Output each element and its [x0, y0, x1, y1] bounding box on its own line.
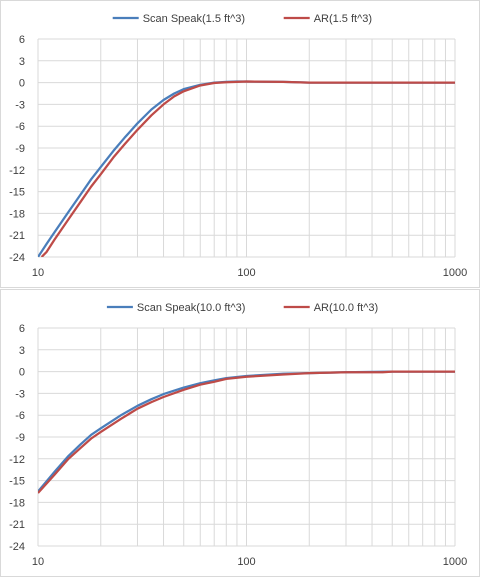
- y-tick-label: -12: [9, 165, 25, 177]
- y-tick-label: -9: [15, 143, 25, 155]
- legend-label: AR(1.5 ft^3): [314, 13, 372, 25]
- y-tick-label: -18: [9, 497, 25, 509]
- y-tick-label: 0: [19, 367, 25, 379]
- y-tick-label: -24: [9, 541, 25, 553]
- series-line-2: [38, 370, 455, 494]
- series-line-2: [40, 80, 455, 257]
- y-tick-label: -12: [9, 454, 25, 466]
- x-tick-label: 1000: [443, 267, 467, 279]
- y-tick-label: -24: [9, 252, 25, 264]
- y-tick-label: -15: [9, 187, 25, 199]
- chart-panel-bottom: 6 3 0 -3 -6 -9 -12 -15 -18 -21 -24 10 100 1000 Scan Sp…: [0, 289, 480, 577]
- x-tick-label: 10: [32, 556, 44, 568]
- legend: Scan Speak(10.0 ft^3) AR(10.0 ft^3): [106, 302, 378, 314]
- y-tick-label: 3: [19, 56, 25, 68]
- legend-label: AR(10.0 ft^3): [314, 302, 378, 314]
- legend-label: Scan Speak(1.5 ft^3): [143, 13, 245, 25]
- legend: Scan Speak(1.5 ft^3) AR(1.5 ft^3): [112, 13, 372, 25]
- gridlines: [37, 327, 456, 547]
- chart-top: 6 3 0 -3 -6 -9 -12 -15 -18 -21 -24 10 100 1000 Scan Sp…: [9, 13, 467, 279]
- chart-panel-top: 6 3 0 -3 -6 -9 -12 -15 -18 -21 -24 10 100 1000 Scan Sp…: [0, 0, 480, 288]
- x-tick-label: 10: [32, 267, 44, 279]
- y-tick-label: -3: [15, 99, 25, 111]
- y-tick-label: -9: [15, 432, 25, 444]
- y-tick-label: -6: [15, 410, 25, 422]
- x-tick-label: 100: [237, 267, 255, 279]
- y-tick-label: 6: [19, 323, 25, 335]
- y-tick-label: -3: [15, 388, 25, 400]
- y-tick-label: 6: [19, 34, 25, 46]
- y-tick-label: -21: [9, 230, 25, 242]
- y-tick-label: 0: [19, 78, 25, 90]
- y-tick-label: -6: [15, 121, 25, 133]
- gridlines: [37, 38, 456, 258]
- y-tick-label: -15: [9, 476, 25, 488]
- y-tick-label: 3: [19, 345, 25, 357]
- chart-bottom: 6 3 0 -3 -6 -9 -12 -15 -18 -21 -24 10 100 1000 Scan Sp…: [9, 302, 467, 568]
- y-tick-label: -18: [9, 208, 25, 220]
- y-tick-label: -21: [9, 519, 25, 531]
- x-tick-label: 1000: [443, 556, 467, 568]
- legend-label: Scan Speak(10.0 ft^3): [137, 302, 246, 314]
- x-tick-label: 100: [237, 556, 255, 568]
